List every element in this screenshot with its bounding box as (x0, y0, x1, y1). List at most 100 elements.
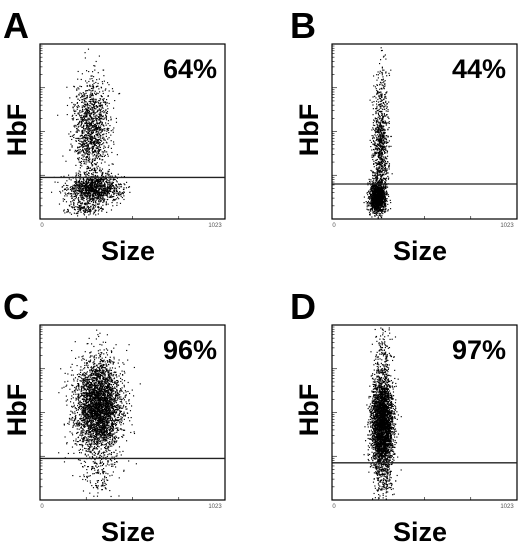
data-point (99, 195, 101, 197)
data-point (373, 203, 375, 205)
data-point (94, 144, 96, 146)
data-point (78, 149, 80, 151)
data-point (87, 388, 89, 390)
data-point (92, 187, 95, 189)
data-point (87, 119, 89, 121)
data-point (106, 188, 108, 190)
data-point (108, 90, 110, 92)
data-point (387, 109, 389, 111)
data-point (384, 192, 386, 194)
data-point (379, 121, 381, 123)
data-point (89, 210, 91, 212)
data-point (379, 181, 381, 183)
data-point (379, 139, 381, 141)
data-point (379, 195, 381, 197)
data-point (376, 205, 378, 207)
data-point (73, 85, 75, 87)
data-point (57, 114, 59, 116)
data-point (97, 193, 99, 195)
data-point (102, 186, 104, 188)
data-point (376, 103, 378, 105)
data-point (89, 195, 91, 197)
data-point (108, 132, 110, 134)
data-point (376, 139, 378, 141)
data-point (92, 138, 94, 140)
data-point (367, 200, 370, 202)
data-point (111, 88, 114, 90)
data-point (372, 212, 374, 214)
data-point (381, 110, 383, 112)
data-point (99, 141, 101, 143)
data-point (85, 421, 87, 423)
data-point (88, 111, 91, 113)
data-point (75, 175, 77, 177)
data-point (105, 178, 108, 180)
data-point (97, 139, 99, 142)
y-axis-label: HbF (2, 384, 32, 436)
data-point (102, 90, 104, 92)
data-point (95, 179, 98, 181)
data-point (118, 193, 120, 195)
data-point (377, 112, 379, 114)
data-point (77, 182, 79, 184)
data-point (84, 193, 86, 195)
data-point (96, 120, 98, 122)
data-point (88, 109, 90, 111)
data-point (70, 186, 72, 188)
data-point (370, 189, 373, 191)
data-point (99, 149, 101, 151)
data-point (380, 191, 382, 193)
data-point (367, 184, 369, 186)
data-point (96, 168, 98, 170)
data-point (387, 178, 390, 180)
data-point (376, 148, 378, 150)
data-point (84, 129, 86, 131)
data-point (106, 111, 109, 113)
data-point (384, 148, 386, 150)
data-point (84, 95, 86, 97)
data-point (81, 165, 83, 167)
data-point (113, 141, 115, 143)
data-point (93, 168, 96, 171)
data-point (80, 183, 82, 185)
data-point (87, 193, 89, 195)
data-point (377, 74, 379, 76)
data-point (381, 93, 383, 95)
data-point (383, 186, 385, 188)
data-point (85, 111, 87, 113)
data-point (94, 158, 96, 160)
data-point (86, 376, 88, 378)
data-point (382, 193, 384, 195)
data-point (98, 125, 100, 127)
data-point (98, 78, 100, 80)
data-point (88, 113, 90, 115)
data-point (371, 180, 373, 182)
data-point (110, 209, 113, 211)
data-point (91, 112, 93, 114)
data-point (85, 190, 88, 192)
data-point (85, 112, 88, 114)
data-point (98, 142, 100, 145)
data-point (80, 144, 83, 146)
data-point (91, 93, 94, 95)
data-point (371, 192, 373, 194)
data-point (84, 138, 86, 140)
data-point (377, 208, 379, 210)
data-point (76, 128, 78, 130)
data-point (87, 146, 89, 148)
data-point (92, 108, 94, 111)
data-point (390, 69, 392, 71)
data-point (79, 138, 81, 140)
data-point (84, 112, 86, 114)
data-point (79, 112, 81, 114)
data-point (88, 71, 90, 73)
data-point (370, 179, 372, 181)
data-point (95, 186, 97, 188)
data-point (81, 195, 83, 197)
data-point (100, 181, 102, 183)
data-point (76, 119, 78, 121)
data-point (90, 190, 93, 192)
data-point (107, 95, 109, 97)
data-point (87, 118, 89, 120)
data-point (77, 87, 79, 89)
